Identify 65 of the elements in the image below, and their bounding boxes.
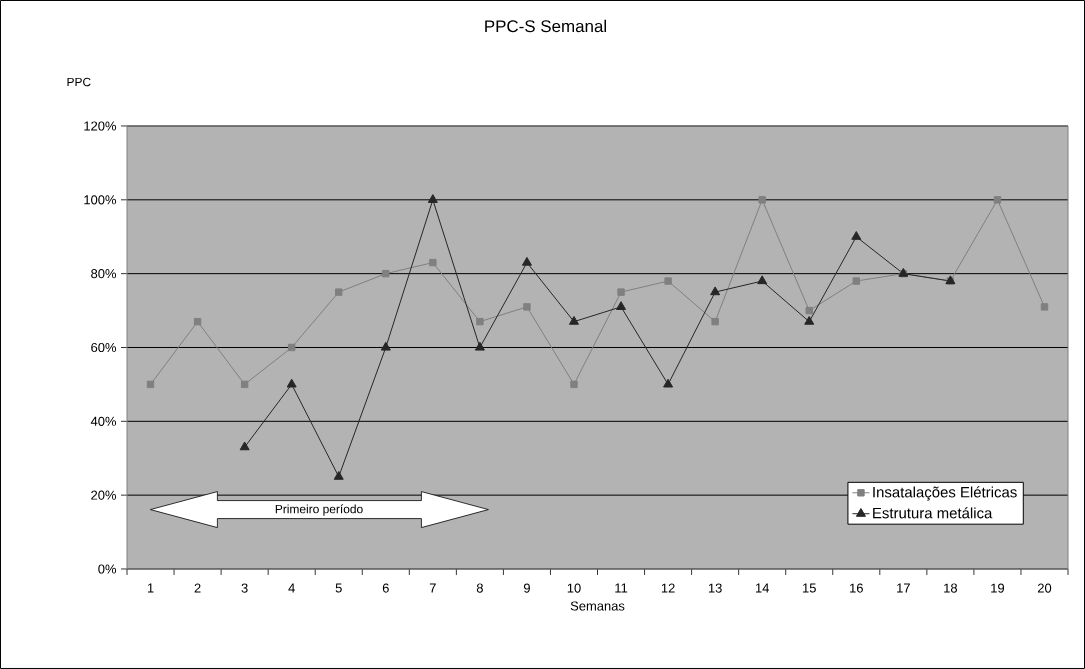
point <box>287 343 296 352</box>
point <box>568 315 579 325</box>
chart-title: PPC-S Semanal <box>485 19 606 33</box>
point <box>335 288 343 296</box>
point <box>474 341 485 351</box>
x-tick-label: 16 <box>850 583 863 593</box>
point <box>382 269 390 278</box>
x-tick-label: 7 <box>429 583 436 593</box>
x-tick-label: 10 <box>567 583 581 593</box>
y-tick-label: 0% <box>98 564 117 574</box>
x-tick-label: 5 <box>335 583 342 593</box>
point <box>476 317 484 326</box>
point <box>239 441 250 451</box>
y-tick-label: 100% <box>84 195 117 205</box>
point <box>523 303 531 311</box>
point <box>757 275 768 285</box>
x-tick-label: 2 <box>194 583 201 593</box>
x-tick-label: 17 <box>897 583 910 593</box>
point <box>333 470 344 480</box>
y-tick-label: 80% <box>91 269 117 279</box>
x-tick-label: 6 <box>382 583 389 593</box>
legend-label: Insatalações Elétricas <box>873 486 1017 501</box>
x-tick-label: 9 <box>523 583 530 593</box>
x-tick-label: 14 <box>755 583 770 593</box>
x-tick-label: 12 <box>661 583 675 593</box>
point <box>616 301 627 310</box>
y-tick-label: 40% <box>90 416 117 426</box>
point <box>286 378 297 388</box>
point <box>758 196 766 204</box>
point <box>1040 303 1049 311</box>
x-tick-label: 3 <box>241 583 248 593</box>
point <box>380 341 391 351</box>
point <box>663 378 674 388</box>
x-tick-label: 4 <box>288 583 295 593</box>
legend-label: Estrutura metálica <box>873 507 993 519</box>
x-tick-label: 15 <box>803 583 816 593</box>
x-tick-label: 18 <box>944 583 958 593</box>
x-tick-label: 19 <box>991 583 1005 593</box>
point <box>993 196 1002 204</box>
point <box>521 256 532 266</box>
point <box>429 258 437 267</box>
y-tick-label: 60% <box>91 342 117 353</box>
x-axis-title: Semanas <box>570 601 625 611</box>
point <box>804 315 815 325</box>
point <box>710 286 721 296</box>
x-tick-label: 13 <box>708 583 722 593</box>
point <box>617 288 625 296</box>
point <box>240 380 249 389</box>
point <box>427 194 438 203</box>
x-tick-label: 8 <box>476 583 483 593</box>
x-tick-label: 20 <box>1037 583 1052 593</box>
point <box>146 380 155 389</box>
point <box>664 277 672 285</box>
point <box>805 306 813 315</box>
point <box>852 277 860 285</box>
point <box>193 317 202 326</box>
point <box>851 231 862 240</box>
y-tick-label: 20% <box>91 490 117 500</box>
point <box>570 380 578 389</box>
x-tick-label: 1 <box>147 583 154 593</box>
point <box>711 317 719 326</box>
y-tick-label: 120% <box>84 121 117 131</box>
annotation: Primeiro período <box>275 504 363 516</box>
x-tick-label: 11 <box>615 583 628 593</box>
y-axis-title: PPC <box>67 77 91 87</box>
